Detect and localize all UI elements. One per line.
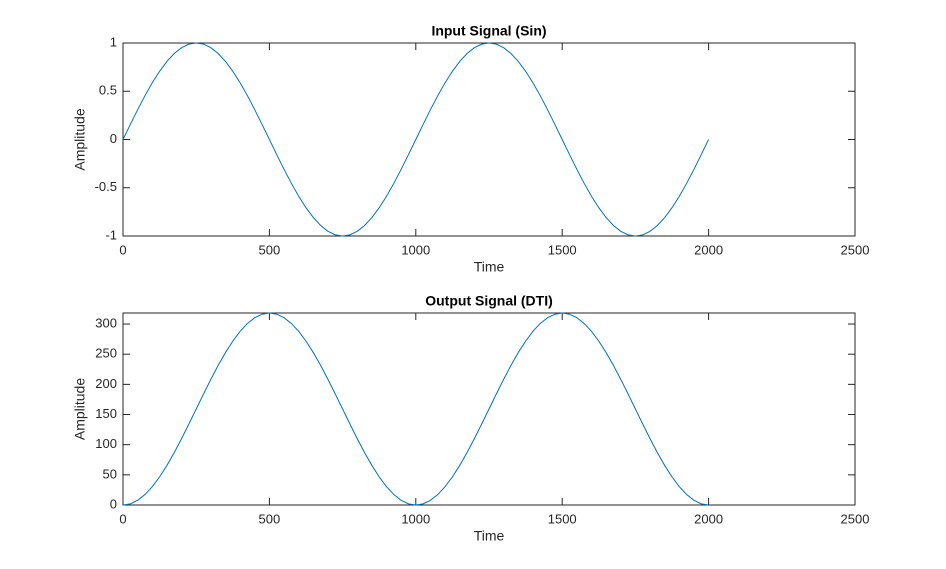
y-tick-label: -0.5 <box>95 179 117 194</box>
x-tick-label: 1500 <box>548 242 577 257</box>
x-tick-label: 2000 <box>694 511 723 526</box>
axes-box <box>122 42 856 237</box>
x-axis-label: Time <box>474 259 505 275</box>
y-tick-label: -1 <box>105 227 117 242</box>
y-axis-label: Amplitude <box>72 108 88 170</box>
x-tick-label: 1500 <box>548 511 577 526</box>
x-tick-label: 0 <box>119 242 126 257</box>
y-axis-label: Amplitude <box>72 378 88 440</box>
axes-title: Output Signal (DTI) <box>425 293 553 309</box>
y-tick-label: 0 <box>110 131 117 146</box>
y-tick-label: 150 <box>95 406 117 421</box>
y-tick-label: 50 <box>103 466 117 481</box>
signal-line <box>122 42 710 237</box>
x-tick-label: 500 <box>259 242 281 257</box>
x-tick-label: 500 <box>259 511 281 526</box>
axes-title: Input Signal (Sin) <box>431 23 546 39</box>
x-tick-label: 2500 <box>841 242 870 257</box>
y-tick-label: 300 <box>95 315 117 330</box>
y-tick-label: 100 <box>95 436 117 451</box>
y-tick-label: 250 <box>95 346 117 361</box>
x-tick-label: 1000 <box>401 242 430 257</box>
x-tick-label: 1000 <box>401 511 430 526</box>
y-tick-label: 200 <box>95 376 117 391</box>
x-tick-label: 2500 <box>841 511 870 526</box>
x-tick-label: 2000 <box>694 242 723 257</box>
x-tick-label: 0 <box>119 511 126 526</box>
x-axis-label: Time <box>474 528 505 544</box>
y-tick-label: 1 <box>110 34 117 49</box>
signal-line <box>122 312 709 506</box>
y-tick-label: 0.5 <box>99 83 117 98</box>
y-tick-label: 0 <box>110 496 117 511</box>
